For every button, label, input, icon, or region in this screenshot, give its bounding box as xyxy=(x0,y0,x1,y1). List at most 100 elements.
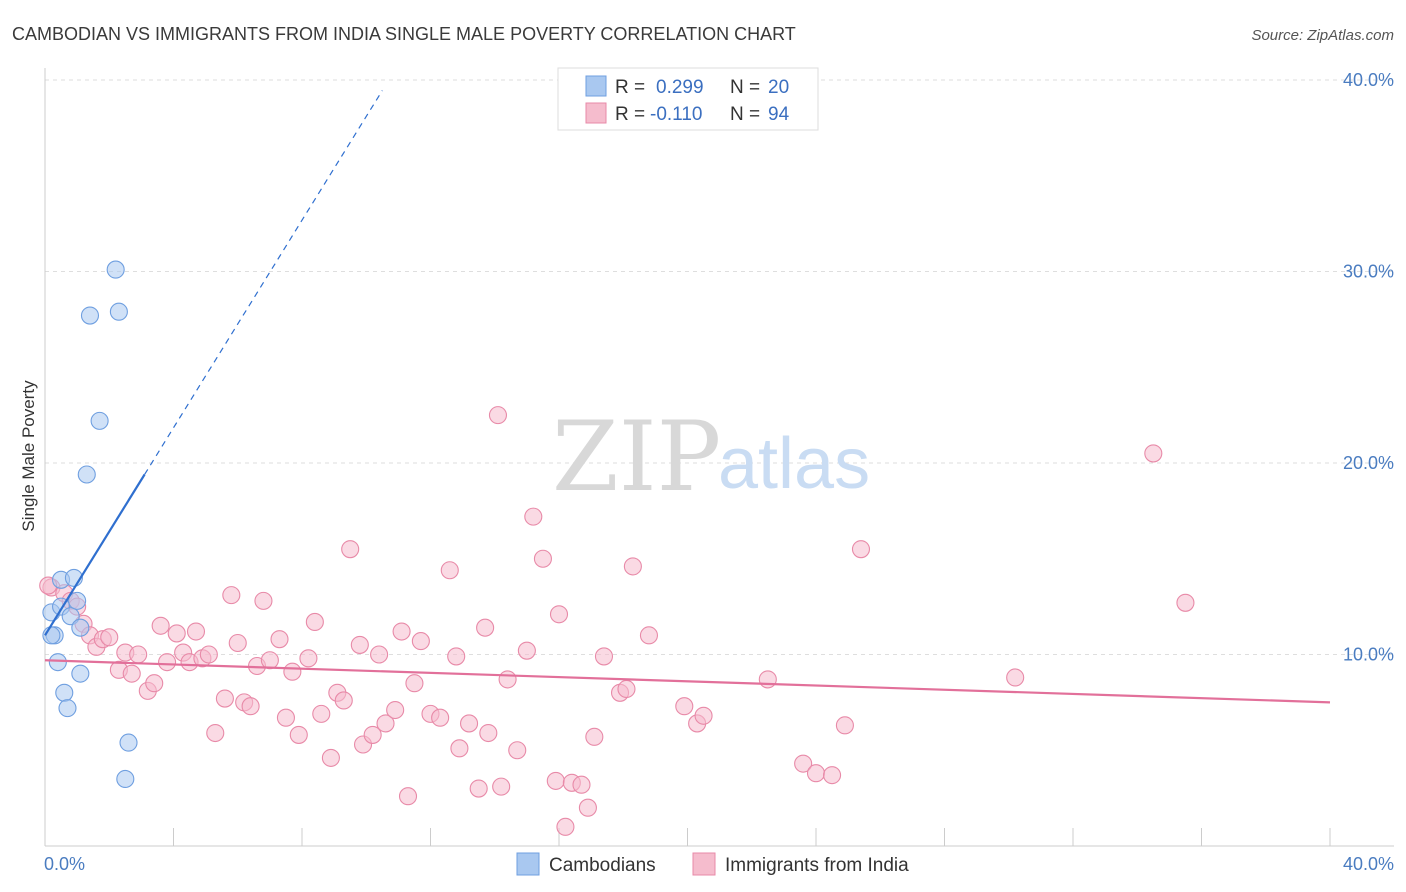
cambodian-point xyxy=(55,683,74,702)
bottom-legend: Cambodians Immigrants from India xyxy=(516,852,909,876)
y-tick-label-30: 30.0% xyxy=(1343,262,1394,282)
india-point xyxy=(363,725,382,744)
india-point xyxy=(459,714,479,733)
cambodian-point xyxy=(109,302,128,321)
india-point xyxy=(594,647,614,666)
trend-line-cambodian-extension xyxy=(144,90,383,475)
india-point xyxy=(283,662,302,681)
legend-r-value-2: -0.110 xyxy=(650,104,702,125)
india-point xyxy=(312,704,331,723)
y-axis-tick-labels: 10.0% 20.0% 30.0% 40.0% xyxy=(1343,70,1394,665)
india-point xyxy=(851,540,871,559)
axes xyxy=(44,68,1394,847)
india-point xyxy=(492,777,511,796)
india-point xyxy=(431,708,450,727)
india-point xyxy=(578,798,597,817)
cambodian-point xyxy=(77,465,96,484)
india-point xyxy=(405,674,424,693)
india-point xyxy=(639,626,659,645)
india-point xyxy=(289,725,308,744)
india-point xyxy=(222,586,241,605)
india-point xyxy=(479,723,498,743)
series-cambodian-points xyxy=(42,260,138,789)
india-point xyxy=(411,632,430,651)
cambodian-point xyxy=(116,769,135,789)
legend-n-label-2: N = xyxy=(730,104,760,125)
india-point xyxy=(392,622,411,641)
legend-box: R = 0.299 N = 20 R = -0.110 N = 94 xyxy=(557,67,819,131)
cambodian-point xyxy=(90,411,109,430)
india-point xyxy=(476,618,495,637)
cambodian-point xyxy=(48,653,67,672)
india-point xyxy=(556,817,575,836)
india-point xyxy=(158,653,177,672)
india-point xyxy=(794,754,813,773)
india-point xyxy=(675,697,694,716)
india-point xyxy=(376,714,395,733)
legend-n-value-2: 94 xyxy=(768,104,790,125)
india-point xyxy=(167,624,186,643)
india-point xyxy=(758,670,777,689)
trend-lines xyxy=(44,90,1331,704)
india-point xyxy=(215,689,234,708)
india-point xyxy=(469,779,488,798)
watermark-zip: ZIP xyxy=(552,401,721,513)
legend-r-value-1: 0.299 xyxy=(656,77,704,98)
y-tick-label-40: 40.0% xyxy=(1343,70,1394,90)
india-point xyxy=(334,691,353,710)
x-tick-label-min: 0.0% xyxy=(44,854,85,874)
chart-source: Source: ZipAtlas.com xyxy=(1251,27,1394,44)
chart-title: CAMBODIAN VS IMMIGRANTS FROM INDIA SINGL… xyxy=(12,24,796,44)
india-point xyxy=(206,723,225,743)
india-point xyxy=(299,649,318,668)
india-point xyxy=(450,739,469,758)
india-point xyxy=(1144,444,1163,463)
india-point xyxy=(145,674,164,693)
india-point xyxy=(524,507,543,526)
india-point xyxy=(386,700,405,720)
india-point xyxy=(260,651,279,670)
india-point xyxy=(350,635,369,654)
india-point xyxy=(546,771,565,790)
y-tick-label-10: 10.0% xyxy=(1343,645,1394,665)
bottom-legend-swatch-india xyxy=(692,852,716,876)
watermark-atlas: atlas xyxy=(718,424,870,504)
legend-swatch-cambodian xyxy=(585,75,607,97)
india-point xyxy=(254,591,273,610)
india-point xyxy=(370,645,389,664)
trend-line-cambodian xyxy=(44,473,146,636)
india-point xyxy=(186,622,206,641)
india-point xyxy=(305,612,324,631)
y-tick-label-20: 20.0% xyxy=(1343,453,1394,473)
bottom-legend-swatch-cambodian xyxy=(516,852,540,876)
legend-n-label-1: N = xyxy=(730,77,760,98)
cambodian-point xyxy=(71,618,90,637)
bottom-legend-label-india: Immigrants from India xyxy=(725,855,909,876)
india-point xyxy=(517,641,536,660)
x-axis-tick-marks xyxy=(44,828,1331,846)
legend-n-value-1: 20 xyxy=(768,77,789,98)
cambodian-point xyxy=(71,664,90,683)
india-point xyxy=(270,630,289,649)
legend-r-label-1: R = xyxy=(615,77,645,98)
india-point xyxy=(241,697,260,716)
bottom-legend-label-cambodian: Cambodians xyxy=(549,855,656,876)
cambodian-point xyxy=(106,260,125,279)
watermark: ZIP atlas xyxy=(552,401,870,513)
india-point xyxy=(623,557,642,576)
india-point xyxy=(508,741,527,760)
india-point xyxy=(617,679,636,699)
india-point xyxy=(199,645,218,664)
india-point xyxy=(1006,668,1025,687)
cambodian-point xyxy=(58,699,77,718)
india-point xyxy=(585,727,604,746)
india-point xyxy=(835,716,854,735)
india-point xyxy=(823,766,842,785)
india-point xyxy=(321,748,340,767)
india-point xyxy=(806,764,826,783)
india-point xyxy=(447,647,466,666)
cambodian-point xyxy=(119,733,138,752)
india-point xyxy=(341,540,360,559)
x-tick-label-max: 40.0% xyxy=(1343,854,1394,874)
